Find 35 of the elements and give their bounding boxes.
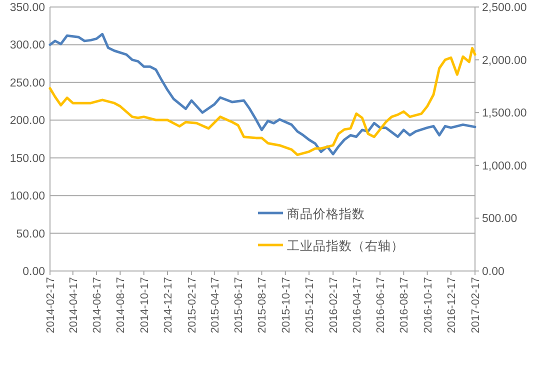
x-tick-label: 2015-02-17 <box>186 277 199 334</box>
y-tick-label: 300.00 <box>10 40 45 52</box>
y-tick-label: 200.00 <box>10 115 45 128</box>
x-tick-label: 2017-02-17 <box>470 277 482 334</box>
y2-tick-label: 2,500.00 <box>482 2 527 14</box>
legend-label: 工业品指数（右轴） <box>287 239 404 253</box>
x-tick-label: 2015-06-17 <box>233 277 246 334</box>
y-tick-label: 150.00 <box>10 152 45 165</box>
y2-tick-label: 1,500.00 <box>482 108 527 120</box>
y2-tick-label: 500.00 <box>482 213 518 226</box>
legend-label: 商品价格指数 <box>287 207 365 221</box>
y-tick-label: 0.00 <box>22 266 45 278</box>
y-tick-label: 250.00 <box>10 77 45 90</box>
x-tick-label: 2015-10-17 <box>280 277 292 334</box>
x-tick-label: 2014-02-17 <box>45 277 57 334</box>
x-tick-label: 2016-02-17 <box>328 277 340 334</box>
x-tick-label: 2016-04-17 <box>351 277 364 334</box>
x-tick-label: 2014-12-17 <box>162 277 174 334</box>
y-tick-label: 350.00 <box>10 2 45 14</box>
x-tick-label: 2016-10-17 <box>422 277 434 334</box>
x-tick-label: 2014-04-17 <box>68 277 80 334</box>
x-tick-label: 2015-04-17 <box>209 277 222 334</box>
x-tick-label: 2016-12-17 <box>446 277 458 334</box>
y2-tick-label: 2,000.00 <box>482 54 527 67</box>
y-tick-label: 100.00 <box>10 190 45 203</box>
x-tick-label: 2016-08-17 <box>398 277 411 334</box>
y2-tick-label: 0.00 <box>482 266 504 278</box>
x-tick-label: 2014-06-17 <box>92 277 104 334</box>
y-tick-label: 50.00 <box>16 228 45 240</box>
x-tick-label: 2015-12-17 <box>304 277 316 334</box>
x-tick-label: 2015-08-17 <box>256 277 269 334</box>
x-tick-label: 2014-10-17 <box>138 277 151 334</box>
x-tick-label: 2014-08-17 <box>115 277 128 334</box>
x-tick-label: 2016-06-17 <box>374 277 387 334</box>
y2-tick-label: 1,000.00 <box>482 160 527 172</box>
